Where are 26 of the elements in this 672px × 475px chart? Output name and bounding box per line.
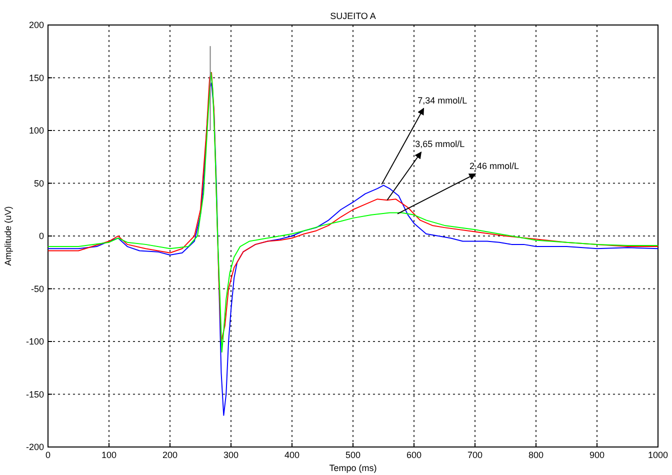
annotation: 7,34 mmol/L [418,95,468,106]
x-tick-label: 100 [101,450,117,460]
y-tick-label: -150 [26,389,44,400]
annotation: 2,46 mmol/L [470,160,520,171]
y-tick-label: 50 [34,178,44,188]
chart-title: SUJEITO A [330,11,376,21]
y-axis-title: Amplitude (uV) [3,206,13,266]
y-tick-label: -100 [26,336,44,346]
y-tick-label: 200 [28,20,44,30]
y-tick-label: 150 [28,72,44,83]
x-tick-label: 500 [345,450,361,460]
x-axis-title: Tempo (ms) [329,463,377,473]
y-tick-label: 0 [38,231,44,241]
y-tick-label: -200 [26,442,44,452]
x-tick-label: 1000 [648,450,668,460]
y-tick-label: 100 [28,126,44,136]
x-tick-label: 300 [223,450,239,460]
x-tick-label: 700 [467,450,483,460]
x-tick-label: 600 [406,450,422,460]
x-tick-label: 400 [284,450,300,460]
x-tick-label: 900 [589,450,605,460]
x-tick-label: 0 [45,450,51,460]
y-tick-label: -50 [30,284,44,294]
x-tick-label: 800 [528,450,544,460]
annotation: 3,65 mmol/L [415,139,465,150]
x-tick-label: 200 [162,450,178,460]
